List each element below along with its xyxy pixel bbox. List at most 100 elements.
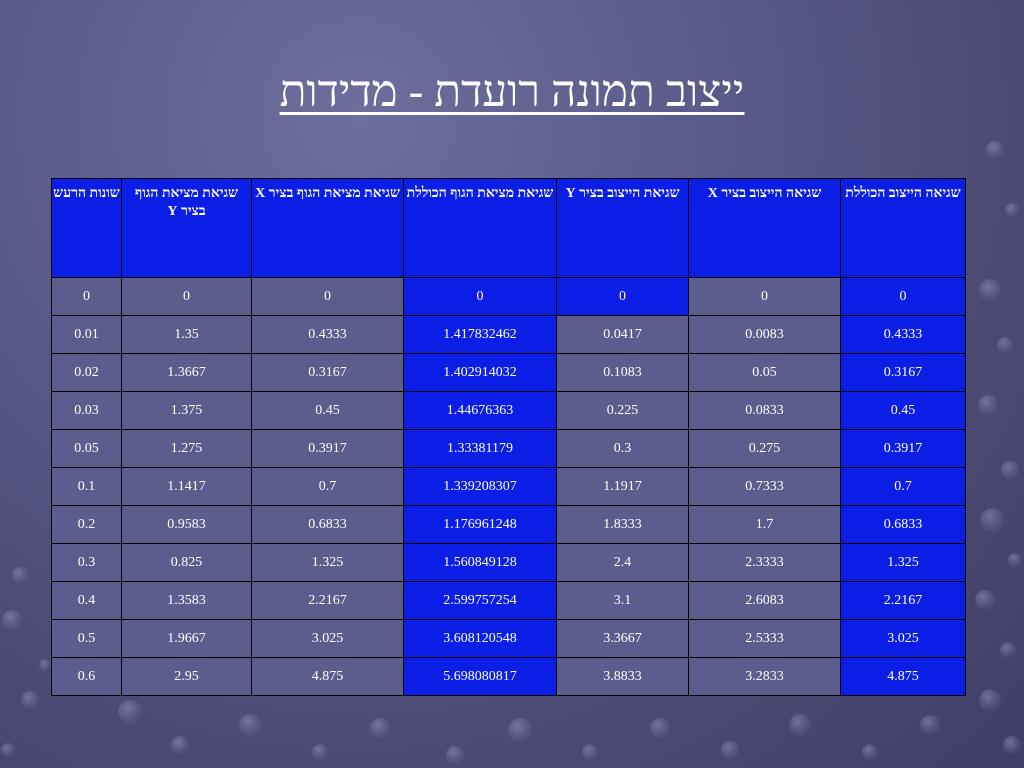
table-cell: 0.225	[556, 391, 689, 430]
table-cell: 1.35	[121, 315, 252, 354]
table-cell: 0.05	[51, 429, 122, 468]
table-cell: 0	[403, 277, 557, 316]
page-title-text: ייצוב תמונה רועדת - מדידות	[279, 67, 745, 116]
table-cell: 0.4	[51, 581, 122, 620]
table-cell: 0.3917	[840, 429, 966, 468]
header-stabilization-error-x: שגיאה הייצוב בציר X	[688, 178, 841, 278]
table-cell: 3.2833	[688, 657, 841, 696]
table-cell: 2.2167	[251, 581, 404, 620]
table-cell: 0	[121, 277, 252, 316]
table-cell: 0.0833	[688, 391, 841, 430]
table-cell: 0.4333	[251, 315, 404, 354]
table-cell: 0.05	[688, 353, 841, 392]
table-cell: 0.6833	[251, 505, 404, 544]
table-cell: 3.608120548	[403, 619, 557, 658]
table-cell: 1.1417	[121, 467, 252, 506]
table-cell: 2.3333	[688, 543, 841, 582]
table-cell: 1.375	[121, 391, 252, 430]
header-stabilization-error-y: שגיאת הייצוב בציר Y	[556, 178, 689, 278]
table-cell: 0	[51, 277, 122, 316]
table-row: 0.7 0.7333 1.1917 1.339208307 0.7 1.1417…	[51, 467, 966, 506]
table-cell: 0.1083	[556, 353, 689, 392]
table-cell: 0.275	[688, 429, 841, 468]
table-cell: 1.417832462	[403, 315, 557, 354]
table-row: 0.4333 0.0083 0.0417 1.417832462 0.4333 …	[51, 315, 966, 354]
table-cell: 0	[251, 277, 404, 316]
table-cell: 1.3667	[121, 353, 252, 392]
table-cell: 1.402914032	[403, 353, 557, 392]
table-cell: 2.2167	[840, 581, 966, 620]
table-cell: 2.95	[121, 657, 252, 696]
table-cell: 0.7333	[688, 467, 841, 506]
table-cell: 3.025	[251, 619, 404, 658]
table-row: 0.45 0.0833 0.225 1.44676363 0.45 1.375 …	[51, 391, 966, 430]
table-cell: 0.825	[121, 543, 252, 582]
table-cell: 0.01	[51, 315, 122, 354]
table-cell: 0.3167	[840, 353, 966, 392]
table-cell: 0.6833	[840, 505, 966, 544]
table-cell: 0.45	[840, 391, 966, 430]
table-cell: 1.325	[251, 543, 404, 582]
table-cell: 1.275	[121, 429, 252, 468]
table-cell: 2.6083	[688, 581, 841, 620]
table-cell: 3.1	[556, 581, 689, 620]
table-row: 0 0 0 0 0 0 0	[51, 277, 966, 316]
table-cell: 0.0417	[556, 315, 689, 354]
header-total-body-detection-error: שגיאת מציאת הגוף הכוללת	[403, 178, 557, 278]
table-cell: 1.176961248	[403, 505, 557, 544]
table-cell: 3.3667	[556, 619, 689, 658]
table-cell: 0.0083	[688, 315, 841, 354]
table-cell: 5.698080817	[403, 657, 557, 696]
table-cell: 0.3917	[251, 429, 404, 468]
header-body-detection-error-y: שגיאת מציאת הגוף בציר Y	[121, 178, 252, 278]
table-cell: 1.8333	[556, 505, 689, 544]
table-cell: 1.44676363	[403, 391, 557, 430]
table-cell: 3.8833	[556, 657, 689, 696]
header-total-stabilization-error: שגיאה הייצוב הכוללת	[840, 178, 966, 278]
table-cell: 0	[556, 277, 689, 316]
table-cell: 0.45	[251, 391, 404, 430]
table-cell: 0.4333	[840, 315, 966, 354]
table-cell: 0.3167	[251, 353, 404, 392]
page-title: ייצוב תמונה רועדת - מדידות	[0, 66, 1024, 117]
measurements-table: שגיאה הייצוב הכוללת שגיאה הייצוב בציר X …	[51, 178, 966, 696]
table-cell: 0	[688, 277, 841, 316]
table-cell: 2.599757254	[403, 581, 557, 620]
table-cell: 3.025	[840, 619, 966, 658]
table-cell: 1.339208307	[403, 467, 557, 506]
table-cell: 0.02	[51, 353, 122, 392]
table-cell: 0.3	[556, 429, 689, 468]
table-cell: 2.5333	[688, 619, 841, 658]
table-row: 0.6833 1.7 1.8333 1.176961248 0.6833 0.9…	[51, 505, 966, 544]
table-cell: 1.325	[840, 543, 966, 582]
table-header-row: שגיאה הייצוב הכוללת שגיאה הייצוב בציר X …	[51, 178, 966, 278]
table-row: 0.3917 0.275 0.3 1.33381179 0.3917 1.275…	[51, 429, 966, 468]
table-row: 1.325 2.3333 2.4 1.560849128 1.325 0.825…	[51, 543, 966, 582]
table-cell: 1.1917	[556, 467, 689, 506]
table-cell: 1.7	[688, 505, 841, 544]
header-body-detection-error-x: שגיאת מציאת הגוף בציר X	[251, 178, 404, 278]
header-noise-variance: שונות הרעש	[51, 178, 122, 278]
table-cell: 4.875	[840, 657, 966, 696]
table-cell: 0.7	[251, 467, 404, 506]
table-cell: 0	[840, 277, 966, 316]
table-cell: 0.2	[51, 505, 122, 544]
table-cell: 0.3	[51, 543, 122, 582]
table-row: 4.875 3.2833 3.8833 5.698080817 4.875 2.…	[51, 657, 966, 696]
table-cell: 0.03	[51, 391, 122, 430]
table-row: 3.025 2.5333 3.3667 3.608120548 3.025 1.…	[51, 619, 966, 658]
table-cell: 1.560849128	[403, 543, 557, 582]
table-cell: 1.33381179	[403, 429, 557, 468]
table-cell: 1.9667	[121, 619, 252, 658]
table-cell: 0.5	[51, 619, 122, 658]
table-cell: 0.7	[840, 467, 966, 506]
table-cell: 0.9583	[121, 505, 252, 544]
table-cell: 4.875	[251, 657, 404, 696]
table-cell: 1.3583	[121, 581, 252, 620]
table-row: 2.2167 2.6083 3.1 2.599757254 2.2167 1.3…	[51, 581, 966, 620]
table-cell: 0.1	[51, 467, 122, 506]
table-cell: 2.4	[556, 543, 689, 582]
table-cell: 0.6	[51, 657, 122, 696]
table-row: 0.3167 0.05 0.1083 1.402914032 0.3167 1.…	[51, 353, 966, 392]
